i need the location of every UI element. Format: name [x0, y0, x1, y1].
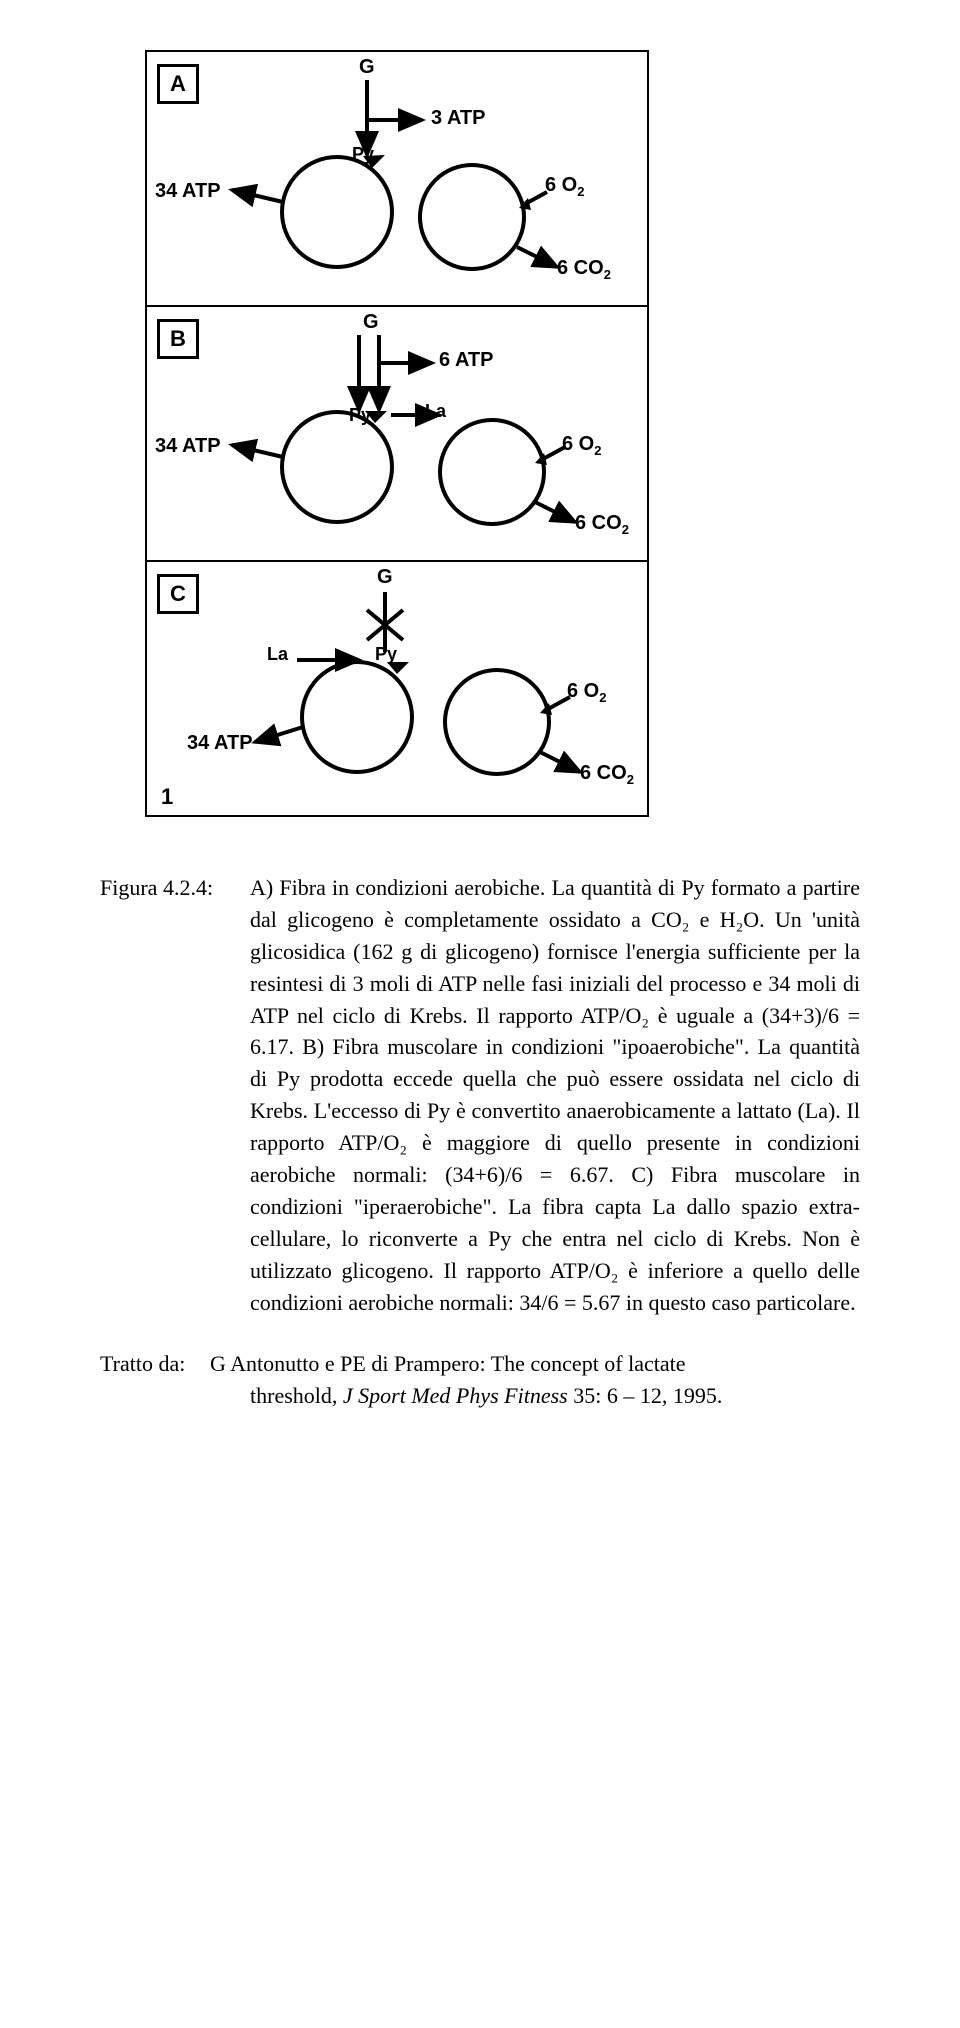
diagram-box: A [145, 50, 649, 817]
label-atp-left: 34 ATP [155, 435, 221, 458]
source-label: Tratto da: [100, 1348, 210, 1380]
figure-area: A [0, 0, 960, 817]
label-atp-top: 3 ATP [431, 107, 485, 130]
label-co2: 6 CO2 [575, 512, 629, 537]
label-one: 1 [161, 784, 173, 810]
label-g: G [359, 56, 375, 79]
caption-label: Figura 4.2.4: [100, 872, 250, 1318]
panel-c: C [147, 562, 647, 815]
label-la: La [267, 644, 288, 665]
source-block: Tratto da: G Antonutto e PE di Prampero:… [0, 1318, 960, 1472]
page: A [0, 0, 960, 1472]
source-line2: threshold, J Sport Med Phys Fitness 35: … [100, 1380, 860, 1412]
label-co2: 6 CO2 [557, 257, 611, 282]
label-o2: 6 O2 [545, 174, 584, 199]
label-o2: 6 O2 [562, 433, 601, 458]
label-co2: 6 CO2 [580, 762, 634, 787]
label-py: Py [349, 405, 371, 426]
source-line1: G Antonutto e PE di Prampero: The concep… [210, 1348, 860, 1380]
label-py: Py [375, 644, 397, 665]
panel-a: A [147, 52, 647, 307]
label-g: G [363, 311, 379, 334]
label-g: G [377, 566, 393, 589]
label-atp-left: 34 ATP [155, 180, 221, 203]
label-la: La [425, 401, 446, 422]
journal-title: J Sport Med Phys Fitness [343, 1383, 568, 1408]
caption-text: A) Fibra in condizioni aerobiche. La qua… [250, 872, 860, 1318]
label-atp-top: 6 ATP [439, 349, 493, 372]
label-atp-left: 34 ATP [187, 732, 253, 755]
panel-b: B [147, 307, 647, 562]
label-py: Py [352, 144, 374, 165]
label-o2: 6 O2 [567, 680, 606, 705]
caption-block: Figura 4.2.4: A) Fibra in condizioni aer… [0, 817, 960, 1318]
